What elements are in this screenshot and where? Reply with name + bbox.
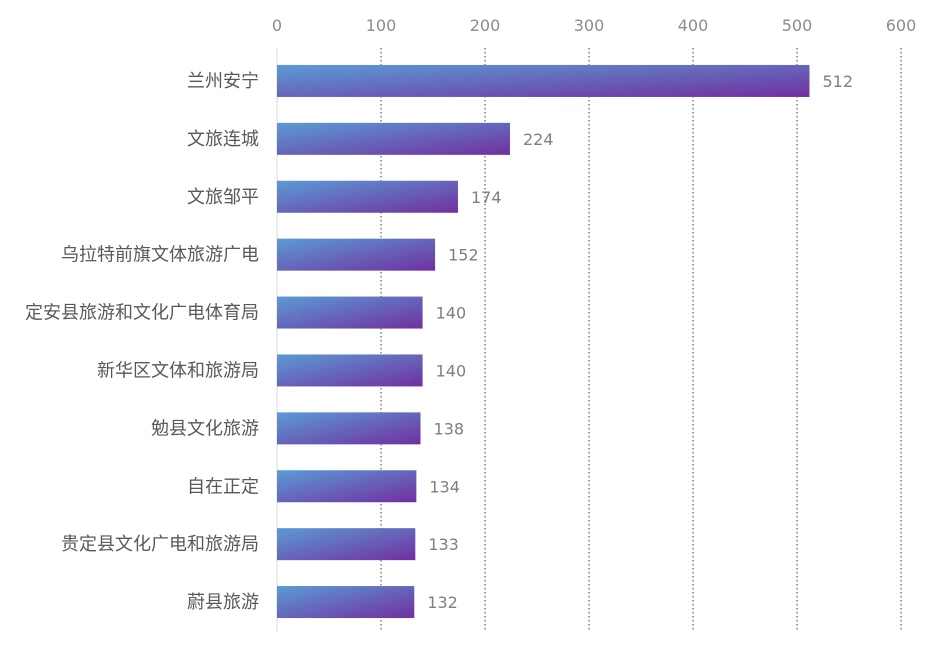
- category-labels: 兰州安宁文旅连城文旅邹平乌拉特前旗文体旅游广电定安县旅游和文化广电体育局新华区文…: [25, 71, 259, 613]
- category-label: 乌拉特前旗文体旅游广电: [61, 245, 259, 266]
- x-tick-label: 100: [366, 16, 397, 35]
- bar: [277, 180, 458, 213]
- data-label: 152: [448, 246, 479, 265]
- bar: [277, 412, 421, 445]
- category-label: 文旅邹平: [187, 187, 259, 208]
- category-label: 自在正定: [187, 476, 259, 497]
- data-label: 174: [471, 188, 502, 207]
- category-label: 蔚县旅游: [187, 592, 259, 613]
- category-label: 文旅连城: [187, 129, 259, 150]
- category-label: 贵定县文化广电和旅游局: [61, 534, 259, 555]
- bar: [277, 296, 423, 329]
- x-tick-label: 400: [678, 16, 709, 35]
- data-label: 134: [429, 477, 460, 496]
- bars: [277, 64, 810, 619]
- data-label: 224: [523, 130, 554, 149]
- value-labels: 512 224 174 152 140 140 138 134 133 132: [427, 72, 853, 612]
- category-label: 新华区文体和旅游局: [97, 360, 259, 381]
- x-tick-label: 200: [470, 16, 501, 35]
- x-tick-label: 500: [782, 16, 813, 35]
- bar: [277, 470, 417, 503]
- bar: [277, 238, 436, 271]
- data-label: 140: [436, 304, 467, 323]
- x-tick-label: 600: [886, 16, 917, 35]
- bar: [277, 122, 510, 155]
- category-label: 兰州安宁: [187, 71, 259, 92]
- data-label: 140: [436, 361, 467, 380]
- data-label: 138: [434, 419, 465, 438]
- bar: [277, 528, 416, 561]
- x-tick-label: 300: [574, 16, 605, 35]
- category-label: 勉县文化旅游: [151, 418, 259, 439]
- bar: [277, 586, 415, 619]
- data-label: 133: [428, 535, 459, 554]
- x-axis: 0 100 200 300 400 500 600: [272, 16, 916, 632]
- bar: [277, 354, 423, 387]
- x-tick-label: 0: [272, 16, 282, 35]
- bar: [277, 64, 810, 97]
- category-label: 定安县旅游和文化广电体育局: [25, 303, 259, 324]
- data-label: 132: [427, 593, 458, 612]
- data-label: 512: [822, 72, 853, 91]
